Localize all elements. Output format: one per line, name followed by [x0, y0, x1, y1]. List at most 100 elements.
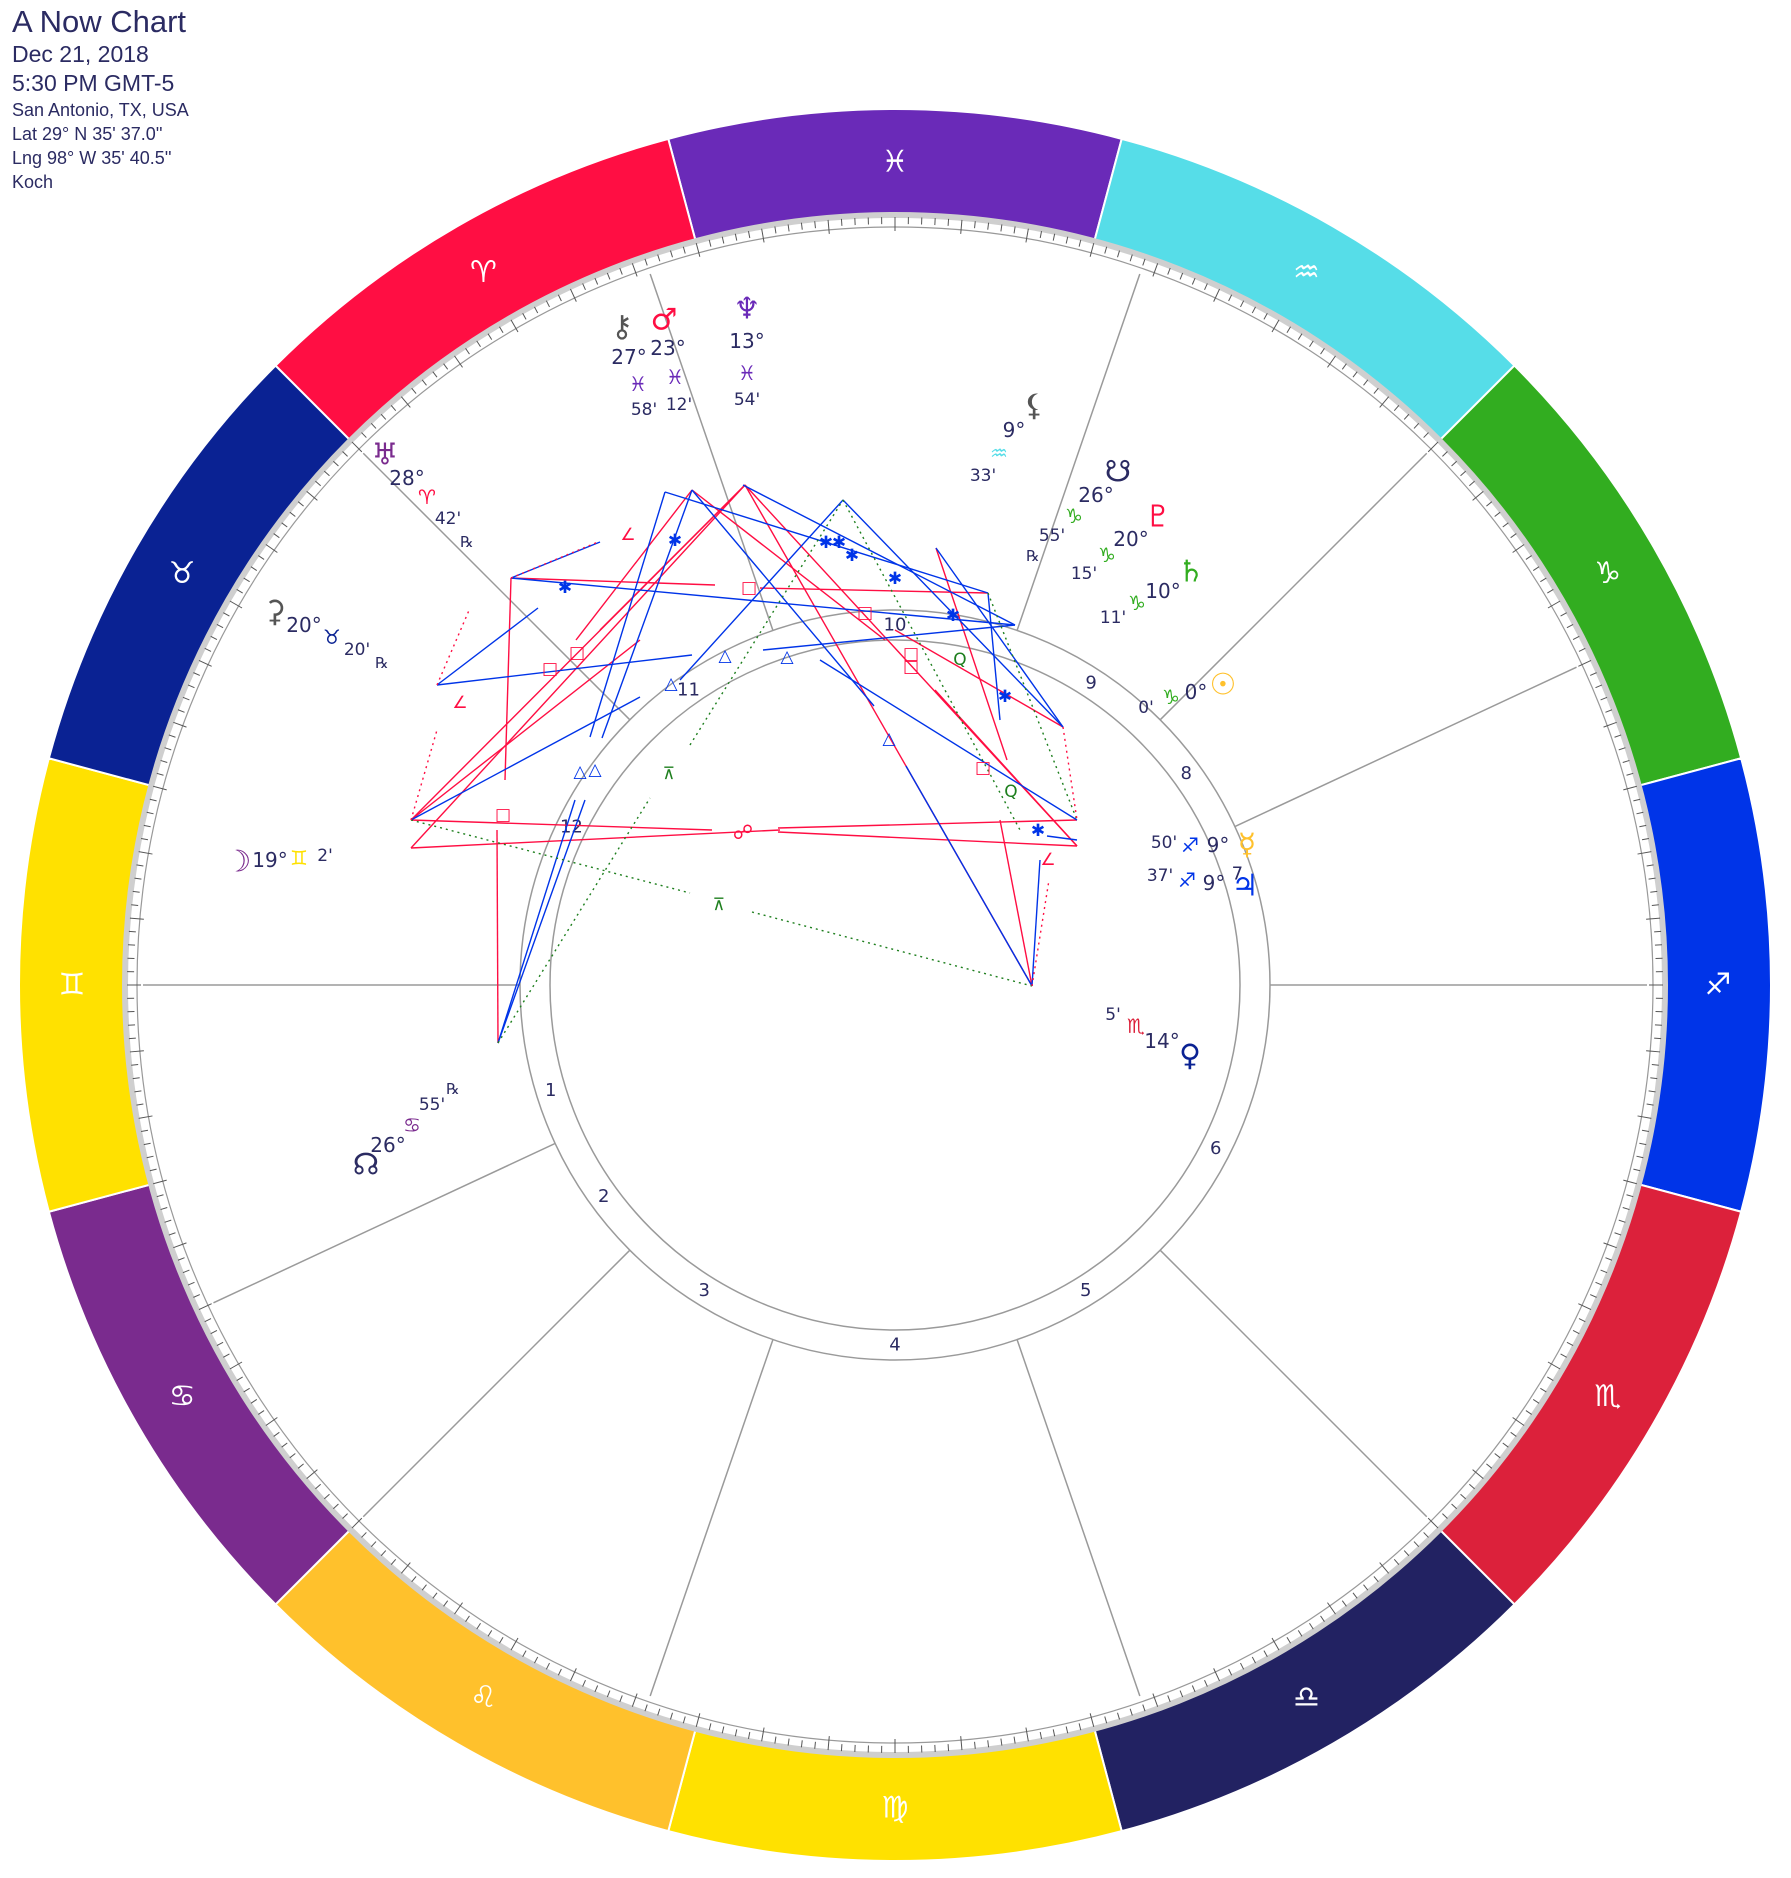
degree-tick [138, 1115, 153, 1119]
degree-tick [1373, 1576, 1379, 1583]
aspect-symbol-icon: □ [975, 758, 991, 778]
pisces-sign-icon: ♓ [882, 145, 909, 180]
degree-tick [1648, 877, 1656, 880]
uranus-icon: ♅ [372, 438, 399, 473]
degree-tick [1263, 1650, 1268, 1657]
venus-sign-icon: ♏ [1127, 1014, 1145, 1038]
degree-tick [342, 451, 348, 457]
degree-tick [1025, 1727, 1029, 1742]
degree-tick [1251, 306, 1256, 314]
degree-tick [499, 1637, 504, 1644]
planet-saturn: ♄10°♑11' [1100, 555, 1205, 629]
aspect-symbol-icon: ⊼ [663, 764, 675, 784]
capricorn-sign-icon: ♑ [1594, 556, 1621, 591]
degree-tick [1078, 239, 1082, 247]
opposition-icon: ☍ [733, 820, 753, 844]
house-cusp-line-4 [649, 1339, 774, 1697]
mars-icon: ♂ [651, 303, 678, 338]
degree-tick [1566, 624, 1574, 629]
degree-tick [708, 239, 712, 247]
sun-degree: 0° [1185, 680, 1208, 704]
degree-tick [582, 1680, 586, 1687]
degree-tick [1603, 721, 1617, 728]
degree-tick [187, 1281, 195, 1286]
degree-tick [800, 222, 803, 230]
degree-tick [160, 759, 168, 763]
aspect-symbol-icon: ✱ [819, 533, 833, 553]
ceres-sign-icon: ♉ [323, 625, 341, 649]
north-node-icon: ☊ [353, 1148, 380, 1183]
degree-tick [1089, 1713, 1095, 1727]
degree-tick [332, 460, 339, 467]
degree-tick [631, 1693, 638, 1707]
degree-tick [534, 306, 539, 314]
degree-tick [1525, 1410, 1532, 1415]
moon-sign-icon: ♊ [290, 846, 308, 870]
house-number-ring-inner [549, 639, 1241, 1331]
degree-tick [1532, 566, 1540, 571]
degree-tick [1622, 759, 1630, 763]
house-cusp-line-10 [1016, 273, 1141, 631]
degree-tick [1512, 1417, 1525, 1426]
house-number-5: 5 [1080, 1280, 1091, 1301]
degree-tick [390, 1559, 397, 1565]
chart-date: Dec 21, 2018 [12, 41, 149, 67]
degree-tick [1240, 1662, 1245, 1670]
degree-tick [1423, 1532, 1429, 1538]
degree-tick [721, 236, 725, 244]
venus-degree: 14° [1144, 1029, 1179, 1053]
aspect-line [905, 765, 1033, 987]
degree-tick [216, 624, 224, 629]
aspect-line [510, 541, 599, 579]
degree-tick [1442, 1513, 1448, 1519]
aspect-symbol-icon: ✱ [845, 546, 859, 566]
moon-degree: 19° [252, 848, 287, 872]
degree-tick [1636, 811, 1644, 815]
planet-mercury: ☿ 9° ♐50' [1151, 828, 1256, 863]
degree-tick [273, 1431, 280, 1437]
aspect-line [504, 577, 512, 781]
degree-tick [1052, 1729, 1056, 1737]
pluto-icon: ♇ [1145, 500, 1172, 535]
aspect-symbol-icon: ∠ [1040, 850, 1055, 870]
degree-tick [644, 1704, 648, 1712]
house-cusp-line-2 [213, 1142, 556, 1304]
degree-tick [499, 326, 504, 333]
degree-tick [323, 1493, 330, 1500]
degree-tick [987, 222, 990, 230]
degree-tick [761, 228, 765, 243]
degree-tick [258, 555, 265, 560]
degree-tick [281, 522, 288, 528]
degree-tick [351, 441, 363, 453]
degree-tick [534, 1656, 539, 1664]
degree-tick [1578, 1318, 1586, 1323]
aspect-line [1031, 859, 1041, 987]
degree-tick [1560, 612, 1567, 617]
degree-tick [827, 219, 830, 234]
planet-ceres: ⚳ 20° ♉20' ℞ [264, 595, 389, 673]
south-node-icon: ☋ [1105, 455, 1132, 490]
sign-segment-taurus [47, 364, 352, 787]
degree-tick [173, 1242, 187, 1249]
degree-tick [569, 288, 577, 302]
aspect-symbol-icon: △ [588, 760, 602, 780]
degree-tick [734, 1729, 738, 1737]
north-node-degree: 26° [370, 1133, 405, 1157]
degree-tick [1502, 1442, 1509, 1448]
aspect-symbol-icon: △ [718, 646, 732, 666]
degree-tick [1213, 1668, 1221, 1682]
aspect-line [987, 592, 1078, 821]
degree-tick [229, 600, 243, 609]
degree-tick [1413, 422, 1420, 429]
aspect-line [410, 829, 781, 849]
degree-tick [323, 470, 330, 477]
degree-tick [1646, 1103, 1654, 1106]
degree-tick [1650, 890, 1658, 893]
degree-tick [193, 1294, 200, 1298]
leo-sign-icon: ♌ [470, 1680, 497, 1715]
degree-tick [1393, 405, 1400, 411]
aspect-symbol-icon: ✱ [558, 578, 572, 598]
degree-tick [1442, 451, 1448, 457]
degree-tick [774, 226, 777, 234]
